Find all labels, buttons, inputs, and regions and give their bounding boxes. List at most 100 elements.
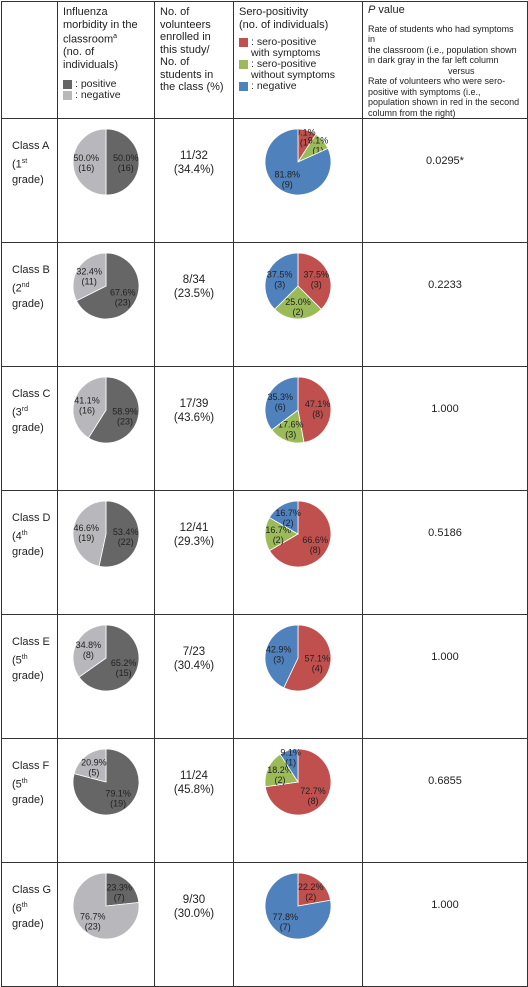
pie-slice-sero-positive-with-symptoms xyxy=(283,624,332,692)
pie-slice-sero-positive-with-symptoms xyxy=(297,252,332,310)
footnote-marker: a xyxy=(113,33,118,40)
pie-chart: 57.1% (4) 42.9% (3) xyxy=(264,624,332,692)
grade-label: (6th xyxy=(12,902,28,915)
grade-word: grade) xyxy=(12,793,44,806)
pie-data-label: 58.9% (23) xyxy=(112,407,138,427)
header-pvalue: P value Rate of students who had symptom… xyxy=(362,1,528,119)
pie-chart: 58.9% (23) 41.1% (16) xyxy=(72,376,140,444)
morbidity-title-line: classrooma xyxy=(63,33,118,46)
table-row: Class A (1st grade) 50.0% (16) 50.0% (16) 11/32… xyxy=(1,118,528,243)
pvalue-note-line: column from the right) xyxy=(368,107,456,118)
pvalue-cell: 1.000 xyxy=(362,366,528,491)
legend-swatch xyxy=(239,82,248,91)
pvalue-note-line: the classroom (i.e., population shown xyxy=(368,44,517,55)
pie-slice-negative xyxy=(72,376,107,439)
volunteers-percent: (30.0%) xyxy=(173,908,215,920)
volunteers-cell: 11/24 (45.8%) xyxy=(154,738,234,863)
volunteers-title-line: the class (%) xyxy=(160,81,224,93)
p-value: 1.000 xyxy=(431,899,459,911)
volunteers-percent: (23.5%) xyxy=(173,288,215,300)
grade-word: grade) xyxy=(12,545,44,558)
pvalue-note-line: Rate of volunteers who were sero- xyxy=(368,76,506,86)
pie-chart: 66.6% (8)16.7% (2)16.7% (2) xyxy=(264,500,332,568)
sero-pie-cell: 47.1% (8) 17.6% (3) 35.3% (6) xyxy=(233,366,363,491)
sero-title-line: (no. of individuals) xyxy=(239,18,329,31)
volunteers-percent: (30.4%) xyxy=(173,660,215,672)
table-row: Class B (2nd grade) 67.6% (23) 32.4% (11) 8/34 (… xyxy=(1,242,528,367)
header-sero: Sero-positivity (no. of individuals) : s… xyxy=(233,1,363,119)
pie-slice-positive xyxy=(78,624,140,692)
sero-pie-cell: 37.5% (3) 25.0% (2) 37.5% (3) xyxy=(233,242,363,367)
morbidity-title-line: (no. of xyxy=(63,46,95,59)
sero-pie-cell: 57.1% (4) 42.9% (3) xyxy=(233,614,363,739)
pie-slice-negative xyxy=(264,624,299,689)
volunteers-count: 7/23 xyxy=(182,646,206,658)
pie-slice-negative xyxy=(264,252,299,310)
volunteers-cell: 17/39 (43.6%) xyxy=(154,366,234,491)
pvalue-cell: 0.6855 xyxy=(362,738,528,863)
legend-item-sero-pos-no-symptoms: : sero-positive without symptoms xyxy=(239,59,358,81)
table-row: Class E (5th grade) 65.2% (15) 34.8% (8) 7/23 (3… xyxy=(1,614,528,739)
class-label-cell: Class B (2nd grade) xyxy=(1,242,58,367)
pie-slice-negative xyxy=(72,624,107,678)
header-morbidity: Influenza morbidity in the classrooma (n… xyxy=(57,1,155,119)
class-label: Class B xyxy=(12,264,50,276)
pvalue-note-line: positive with symptoms (i.e., xyxy=(368,86,481,97)
class-label: Class E xyxy=(12,636,50,648)
volunteers-count: 11/32 xyxy=(180,150,208,162)
volunteers-title-line: students in xyxy=(160,68,214,81)
pvalue-note-line: versus xyxy=(448,65,475,76)
pie-data-label: 46.6% (19) xyxy=(74,523,100,543)
pvalue-cell: 1.000 xyxy=(362,862,528,987)
pie-data-label: 65.2% (15) xyxy=(111,658,137,678)
morbidity-legend: : positive : negative xyxy=(63,79,150,101)
p-value: 0.0295* xyxy=(426,155,464,167)
table-row: Class G (6th grade) 23.3% (7) 76.7% (23) 9/30 (3… xyxy=(1,862,528,987)
pie-data-label: 57.1% (4) xyxy=(305,653,331,673)
volunteers-title-line: No. of xyxy=(160,56,190,68)
pie-slice-positive xyxy=(98,500,140,568)
grade-word: grade) xyxy=(12,421,44,434)
p-value: 1.000 xyxy=(431,651,459,663)
pie-chart: 72.7% (8)18.2% (2)9.1% (1) xyxy=(264,748,332,816)
sero-pie-cell: 72.7% (8) 18.2% (2) 9.1% (1) xyxy=(233,738,363,863)
legend-item-negative: : negative xyxy=(63,90,150,101)
pie-chart: 53.4% (22) 46.6% (19) xyxy=(72,500,140,568)
p-value: 0.5186 xyxy=(428,527,462,539)
grade-label: (5th xyxy=(12,778,28,791)
grade-label: (3rd xyxy=(12,406,29,419)
class-label: Class F xyxy=(12,760,50,772)
volunteers-percent: (45.8%) xyxy=(173,784,215,796)
pvalue-note-line: in dark gray in the far left column xyxy=(368,55,499,65)
grade-label: (1st xyxy=(12,158,28,171)
pie-data-label: 35.3% (6) xyxy=(268,392,294,412)
pie-data-label: 81.8% (9) xyxy=(275,170,301,190)
legend-swatch xyxy=(239,38,248,47)
volunteers-title-line: No. of xyxy=(160,6,190,18)
pie-data-label: 50.0% (16) xyxy=(73,153,99,173)
volunteers-title-line: volunteers xyxy=(160,18,211,31)
pie-slice-sero-positive-with-symptoms xyxy=(268,500,332,568)
volunteers-title-line: this study/ xyxy=(160,43,210,56)
morbidity-pie-cell: 53.4% (22) 46.6% (19) xyxy=(57,490,155,615)
volunteers-cell: 9/30 (30.0%) xyxy=(154,862,234,987)
pie-data-label: 47.1% (8) xyxy=(305,399,331,419)
morbidity-pie-cell: 50.0% (16) 50.0% (16) xyxy=(57,118,155,243)
sero-pie-cell: 9.1% (1) 9.1% (1) 81.8% (9) xyxy=(233,118,363,243)
class-label-cell: Class D (4th grade) xyxy=(1,490,58,615)
volunteers-percent: (43.6%) xyxy=(173,412,215,424)
legend-item-sero-pos-symptoms: : sero-positive with symptoms xyxy=(239,37,358,59)
morbidity-title-line: Influenza xyxy=(63,6,108,18)
morbidity-pie-cell: 79.1% (19) 20.9% (5) xyxy=(57,738,155,863)
pie-chart: 50.0% (16) 50.0% (16) xyxy=(72,128,140,196)
morbidity-pie-cell: 58.9% (23) 41.1% (16) xyxy=(57,366,155,491)
pie-data-label: 16.7% (2) xyxy=(275,508,301,528)
volunteers-count: 11/24 xyxy=(180,770,208,782)
volunteers-count: 9/30 xyxy=(182,894,206,906)
pie-slice-negative xyxy=(72,500,107,567)
p-value: 0.6855 xyxy=(428,775,462,787)
pie-chart: 9.1% (1)9.1% (1) 81.8% (9) xyxy=(264,128,332,196)
table-row: Class F (5th grade) 79.1% (19) 20.9% (5) 11/24 (… xyxy=(1,738,528,863)
pie-slice-negative xyxy=(264,128,332,196)
